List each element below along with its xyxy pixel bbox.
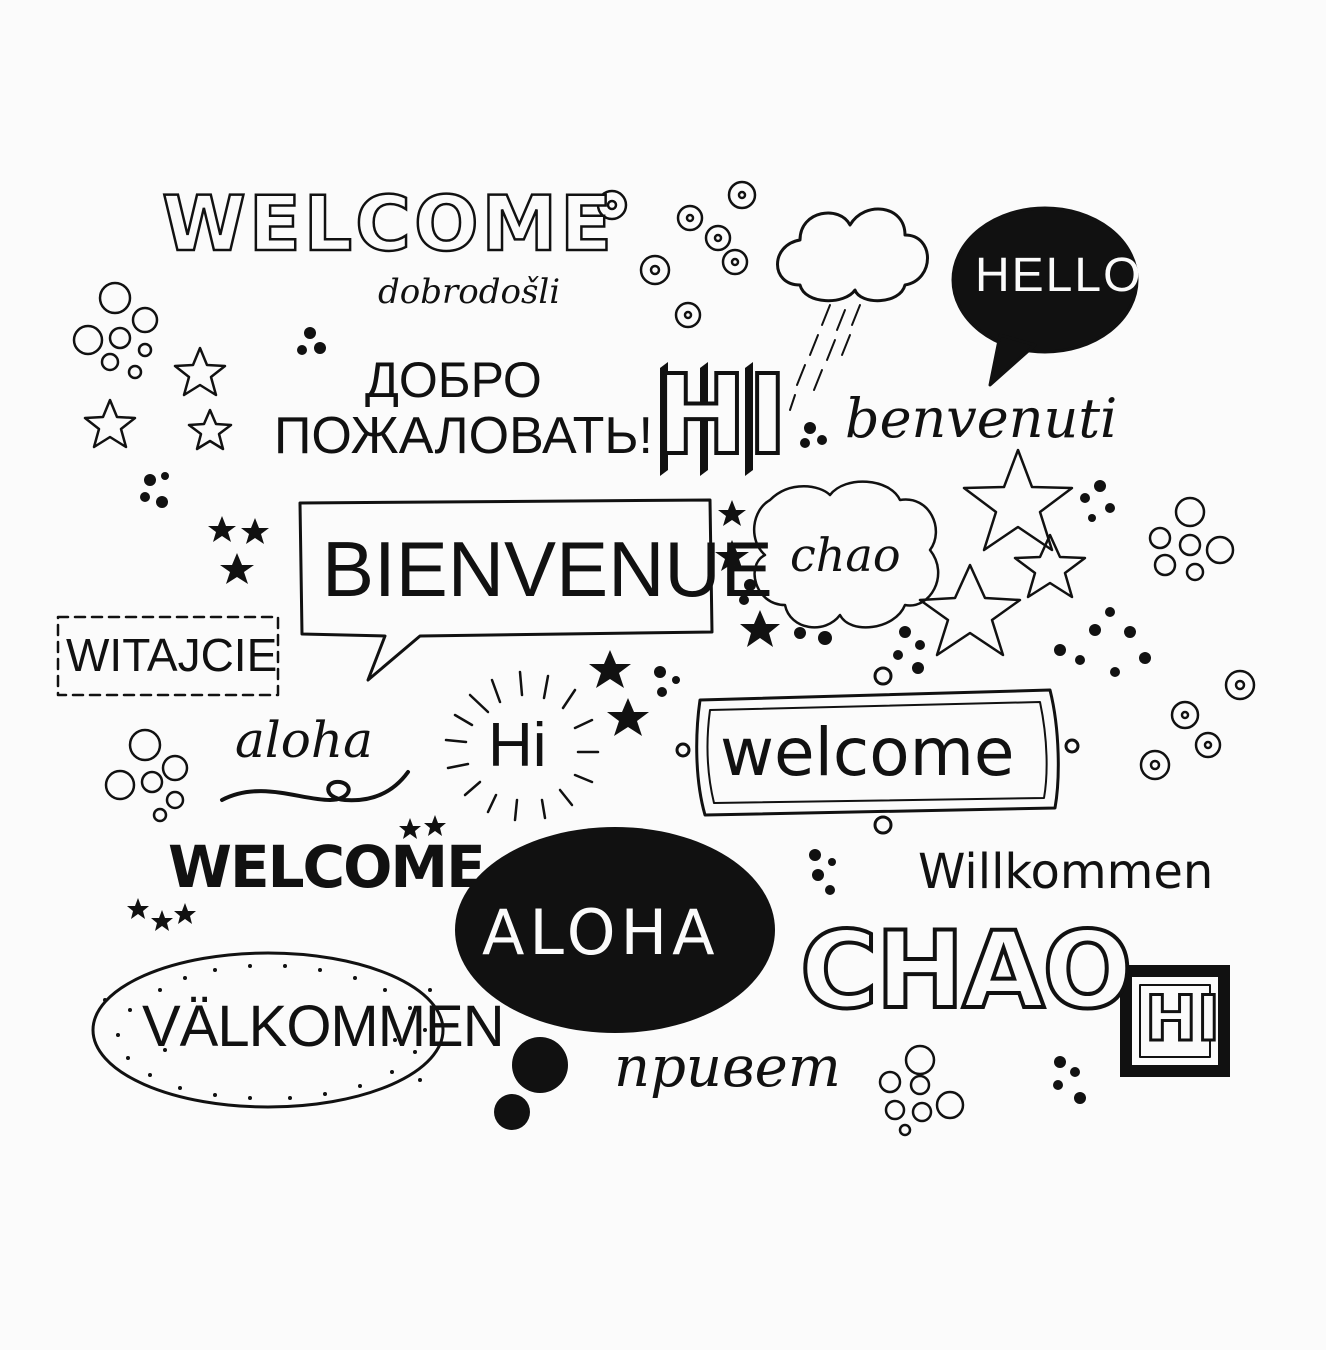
welcome-bold-word: WELCOME [168,833,486,901]
chao-big-word: CHAO [798,909,1135,1032]
bienvenue-speech-bubble-icon [298,498,714,682]
swirl-icon [220,770,410,803]
bienvenue-word: BIENVENUE [322,525,773,613]
privet-word: привет [614,1035,841,1100]
rain-icon [789,304,861,411]
hello-speech-bubble-icon [951,206,1139,387]
chao-cloud-bubble-icon [752,480,940,629]
flower-icon [596,180,1256,781]
hi-burst-word: Hi [488,711,547,780]
witajcie-dashed-frame [56,615,280,697]
hi-block-shadow [660,362,753,476]
hi-box-frame [1120,965,1230,1077]
willkommen-word: Willkommen [918,844,1214,900]
valkommen-dotted-oval [91,951,445,1109]
pozhalovat-word: ПОЖАЛОВАТЬ! [274,407,654,465]
sunburst-icon [444,670,600,822]
star-icon [127,500,780,931]
welcome-frame [675,666,1080,835]
chao-cloud-word: chao [790,528,901,582]
witajcie-word: WITAJCIE [66,629,278,681]
welcome-outline-word: WELCOME [161,179,616,268]
dot-cluster-icon [140,327,1151,1104]
hello-word: HELLO [975,249,1143,302]
hi-block-word: HI [653,351,790,479]
aloha-script-word: aloha [235,711,373,769]
star-icon [83,346,1087,657]
dobrodosli-word: dobrodošli [378,272,561,312]
aloha-thought-bubble-icon [455,827,775,1130]
valkommen-word: VÄLKOMMEN [142,994,505,1059]
hi-box-word: HI [1144,982,1222,1055]
benvenuti-word: benvenuti [845,387,1118,450]
welcome-frame-word: welcome [720,714,1015,791]
cloud-icon [776,207,929,303]
dobro-word: ДОБРО [365,352,542,408]
aloha-bubble-word: ALOHA [482,896,720,969]
circle-cluster-icon [72,281,1235,1137]
